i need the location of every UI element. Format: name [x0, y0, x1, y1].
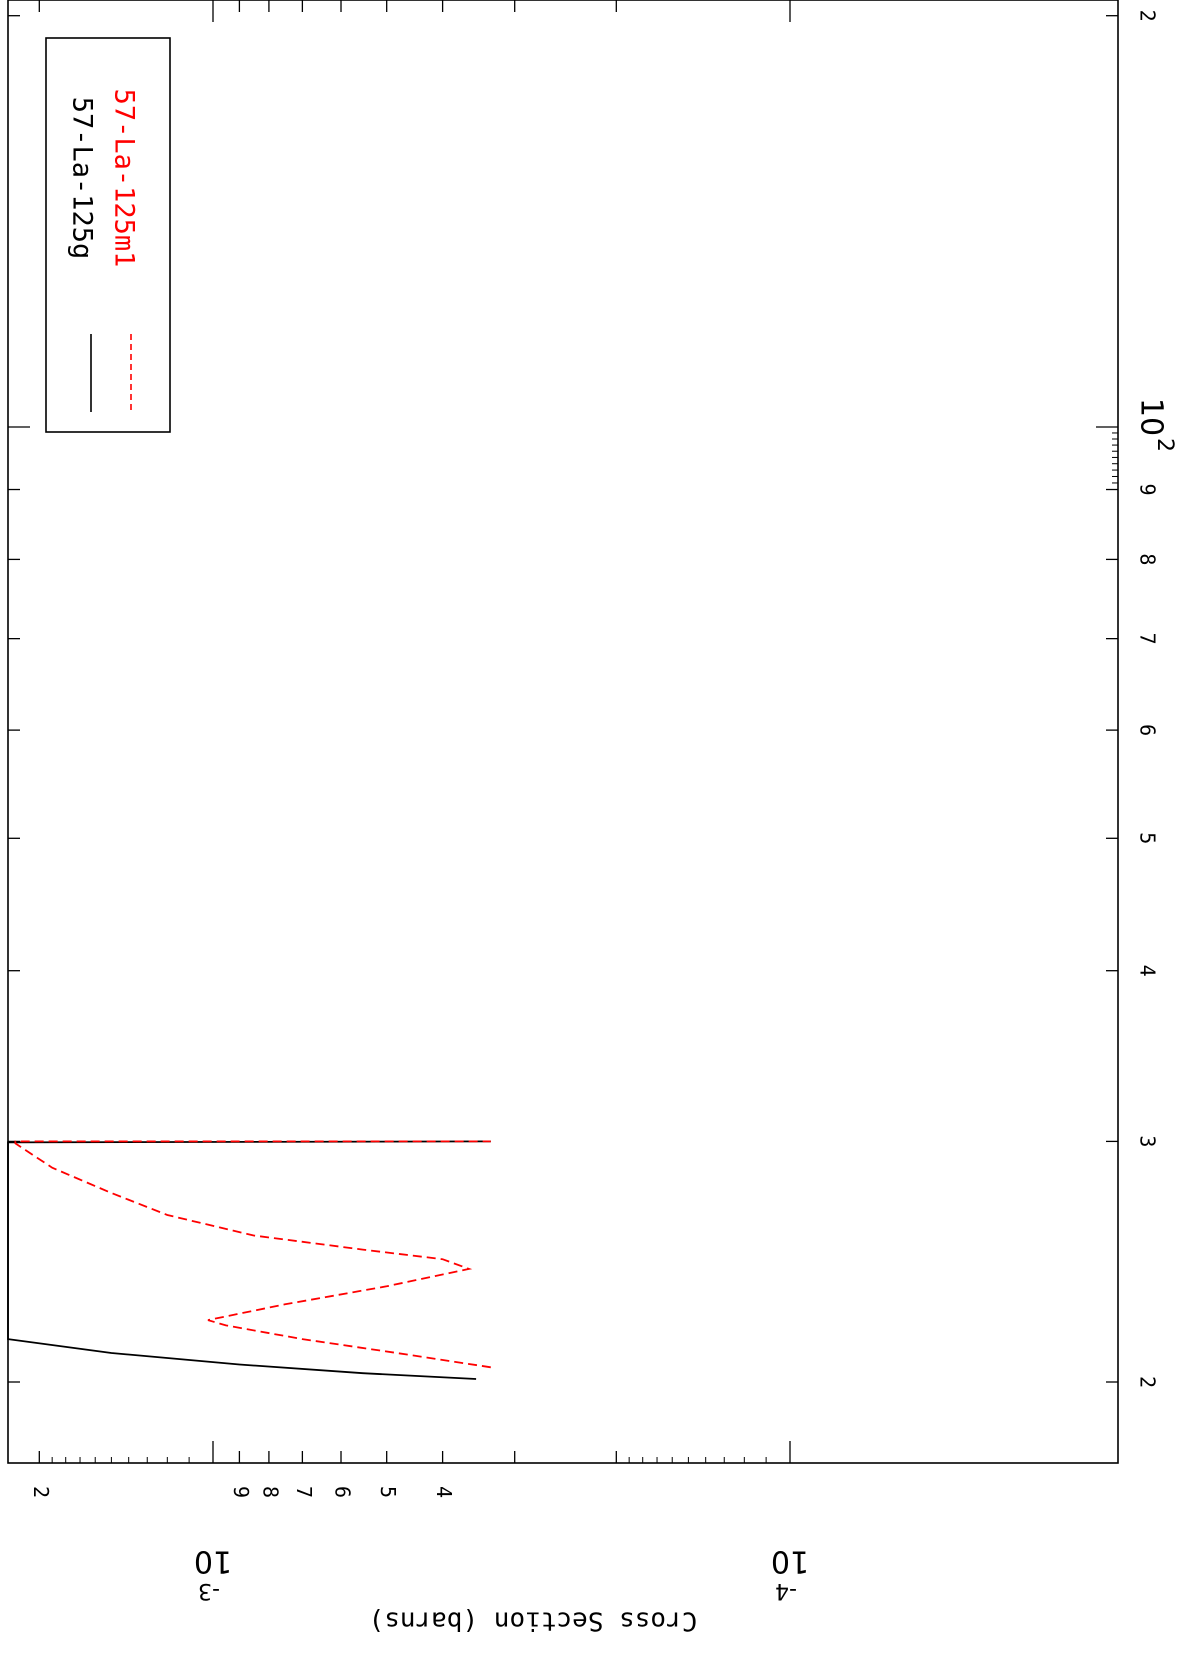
series-line-125m1 — [14, 1140, 491, 1369]
series-line-125g — [7, 1140, 491, 1380]
plot-frame — [7, 0, 1119, 1464]
x-decade-label: 102 — [1134, 398, 1178, 452]
x-decade-exp: 2 — [1152, 438, 1177, 452]
y-tick-label: 9 — [229, 1486, 253, 1498]
y-tick-label: 6 — [331, 1486, 355, 1498]
series-layer — [7, 1140, 491, 1380]
x-tick-label: 7 — [1136, 633, 1160, 645]
x-tick-label: 5 — [1136, 832, 1160, 844]
y-tick-label: 2 — [29, 1486, 53, 1498]
legend-label-125m1: 57-La-125m1 — [109, 89, 140, 268]
x-tick-label: 6 — [1136, 724, 1160, 736]
x-tick-label: 3 — [1136, 1135, 1160, 1147]
legend: 57-La-125g 57-La-125m1 — [45, 37, 171, 433]
legend-box — [45, 37, 171, 433]
x-tick-label: 2 — [1136, 10, 1160, 22]
y-decade-label: 10-4 — [771, 1544, 809, 1604]
x-tick-label: 9 — [1136, 483, 1160, 495]
y-axis-label: Cross Section (barns) — [369, 1606, 698, 1636]
axis-ticks — [8, 0, 1118, 1463]
y-tick-label: 5 — [376, 1486, 400, 1498]
y-decade-base: 10 — [771, 1544, 809, 1579]
y-decade-base: 10 — [194, 1544, 232, 1579]
y-decade-exp: -4 — [775, 1578, 797, 1603]
y-tick-label: 7 — [292, 1486, 316, 1498]
x-tick-label: 2 — [1136, 1376, 1160, 1388]
x-decade-base: 10 — [1134, 398, 1169, 436]
y-decade-exp: -3 — [198, 1578, 220, 1603]
legend-label-125g: 57-La-125g — [67, 97, 98, 260]
y-tick-label: 4 — [432, 1486, 456, 1498]
y-tick-label: 8 — [258, 1486, 282, 1498]
y-decade-label: 10-3 — [194, 1544, 232, 1604]
x-tick-label: 4 — [1136, 965, 1160, 977]
x-tick-label: 8 — [1136, 553, 1160, 565]
